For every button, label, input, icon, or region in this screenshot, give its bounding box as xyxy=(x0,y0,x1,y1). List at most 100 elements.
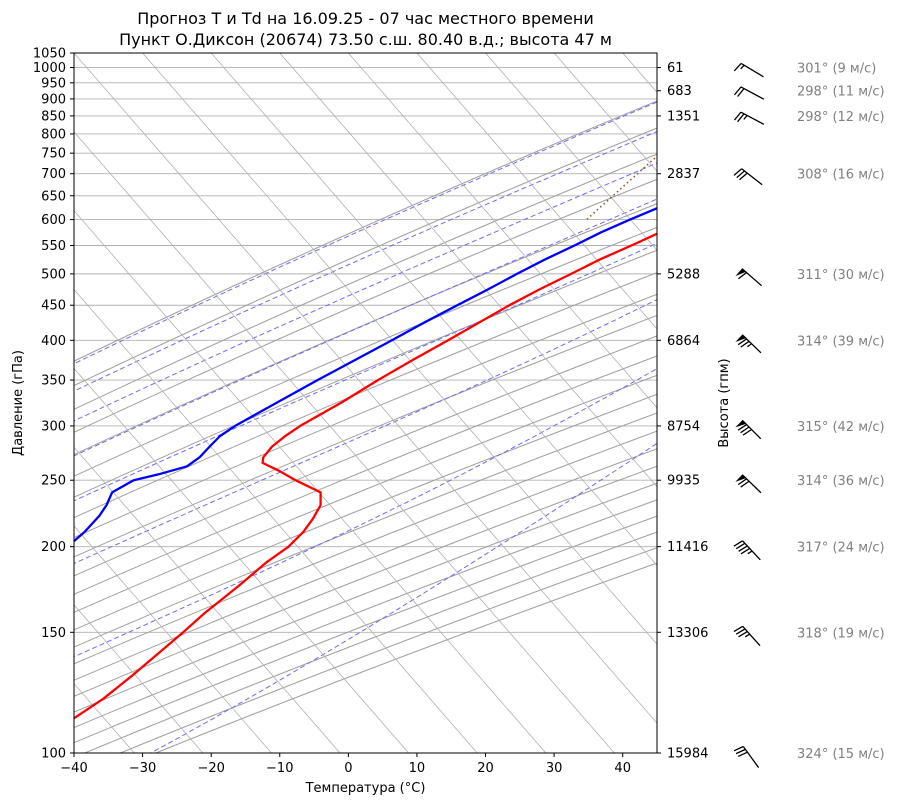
moist-adiabat-line xyxy=(74,162,657,422)
dry-adiabat-line xyxy=(74,499,657,729)
height-axis-ticks: 15984 13306 11416 9935 8754 6864 5288 2837 1351 6… xyxy=(657,61,708,762)
wind-barb-full xyxy=(733,745,744,752)
y-tick-label: 100 xyxy=(41,747,66,762)
mixing-ratio-line xyxy=(821,53,900,220)
wind-barb-full xyxy=(737,423,747,431)
wind-label: 314° (39 м/с) xyxy=(797,334,885,349)
wind-barb-flag xyxy=(735,420,746,428)
dry-adiabat-line xyxy=(74,465,657,697)
wind-barb xyxy=(733,625,761,647)
wind-barb xyxy=(733,111,765,125)
dry-adiabat-line xyxy=(74,226,657,477)
x-axis-ticks: −40 −30 −20 −10 0 10 20 30 40 xyxy=(60,753,631,776)
x-tick-label: −20 xyxy=(197,761,224,776)
height-tick-label: 1351 xyxy=(667,109,700,124)
mixing-ratio-line xyxy=(586,155,657,221)
wind-barb-full xyxy=(740,547,751,555)
wind-barb-shaft xyxy=(740,86,765,100)
wind-barb-half xyxy=(744,633,751,638)
y-tick-label: 1050 xyxy=(33,47,66,62)
dry-adiabat-line xyxy=(74,355,657,595)
wind-barb-full xyxy=(733,62,742,72)
mixing-ratio-lines xyxy=(586,53,900,221)
height-tick-label: 11416 xyxy=(667,540,708,555)
dry-adiabat-line xyxy=(84,531,657,753)
height-tick-label: 683 xyxy=(667,84,692,99)
moist-adiabat-line xyxy=(74,368,657,658)
wind-barb-shaft xyxy=(740,62,764,78)
wind-barb-full xyxy=(738,630,748,638)
dry-adiabat-line xyxy=(74,314,657,558)
wind-barb-full xyxy=(737,478,747,486)
isotherm-line xyxy=(74,604,204,753)
moist-adiabat-line xyxy=(74,242,657,502)
y-tick-label: 1000 xyxy=(33,61,66,76)
wind-label: 315° (42 м/с) xyxy=(797,420,885,435)
wind-barb xyxy=(735,334,762,354)
wind-barb-full xyxy=(733,540,743,547)
y-tick-label: 250 xyxy=(41,474,66,489)
chart-title-line2: Пункт О.Диксон (20674) 73.50 с.ш. 80.40 … xyxy=(119,30,612,49)
isotherm-line xyxy=(74,525,272,753)
y-tick-label: 550 xyxy=(41,239,66,254)
dry-adiabat-line xyxy=(74,249,657,498)
wind-barb-full xyxy=(735,542,746,550)
dry-adiabat-line xyxy=(74,127,657,387)
x-tick-label: 30 xyxy=(546,761,563,776)
isotherm-line xyxy=(279,53,657,488)
x-tick-label: 40 xyxy=(614,761,631,776)
plot-frame xyxy=(73,52,658,754)
chart-title-line1: Прогноз T и Td на 16.09.25 - 07 час мест… xyxy=(137,9,593,28)
y-tick-label: 850 xyxy=(41,109,66,124)
sounding-series xyxy=(74,207,657,720)
y-tick-label: 350 xyxy=(41,374,66,389)
moist-adiabats xyxy=(74,101,657,753)
dry-adiabat-line xyxy=(74,178,657,433)
wind-barb-full xyxy=(737,751,748,758)
dry-adiabat-line xyxy=(155,562,657,753)
wind-barb-full xyxy=(733,625,743,633)
isotherm-line xyxy=(74,367,409,753)
y-tick-label: 500 xyxy=(41,267,66,282)
wind-barb-half xyxy=(747,550,753,555)
isotherm-line xyxy=(210,53,657,567)
y-axis-ticks: 100 150 200 250 300 350 400 450 500 550 600 650 700 7… xyxy=(33,47,74,762)
wind-barb xyxy=(733,745,760,768)
y-tick-label: 400 xyxy=(41,334,66,349)
wind-barb-shaft xyxy=(742,746,760,768)
wind-barb-flag xyxy=(735,268,746,277)
y-axis-label: Давление (гПа) xyxy=(11,350,26,456)
wind-label: 314° (36 м/с) xyxy=(797,474,885,489)
isotherm-line xyxy=(416,53,657,330)
dry-adiabat-line xyxy=(74,430,657,665)
height-tick-label: 9935 xyxy=(667,474,700,489)
wind-barb-half xyxy=(747,343,752,348)
height-tick-label: 61 xyxy=(667,61,684,76)
wind-barb-half xyxy=(743,115,748,120)
wind-barb-shaft xyxy=(741,474,762,494)
wind-barb xyxy=(735,474,762,494)
wind-barb-full xyxy=(740,426,750,434)
isotherm-line xyxy=(760,53,900,753)
mixing-ratio-line xyxy=(855,53,900,220)
isotherm-line xyxy=(74,210,547,753)
wind-barb-shaft xyxy=(741,168,763,186)
x-axis-label: Температура (°C) xyxy=(305,781,426,796)
y-tick-label: 950 xyxy=(41,76,66,91)
x-tick-label: −10 xyxy=(266,761,293,776)
wind-label: 317° (24 м/с) xyxy=(797,541,885,556)
wind-label: 308° (16 м/с) xyxy=(797,168,885,183)
wind-barb-full xyxy=(737,113,745,123)
wind-barb-full xyxy=(737,88,745,97)
wind-barb-full xyxy=(740,480,750,488)
wind-barb-shaft xyxy=(742,625,761,647)
wind-barb-full xyxy=(738,272,747,280)
wind-barb-full xyxy=(735,628,746,635)
height-tick-label: 5288 xyxy=(667,267,700,282)
pressure-gridlines xyxy=(74,53,657,753)
x-tick-label: 0 xyxy=(344,761,352,776)
wind-label: 324° (15 м/с) xyxy=(797,747,885,762)
y-tick-label: 450 xyxy=(41,299,66,314)
